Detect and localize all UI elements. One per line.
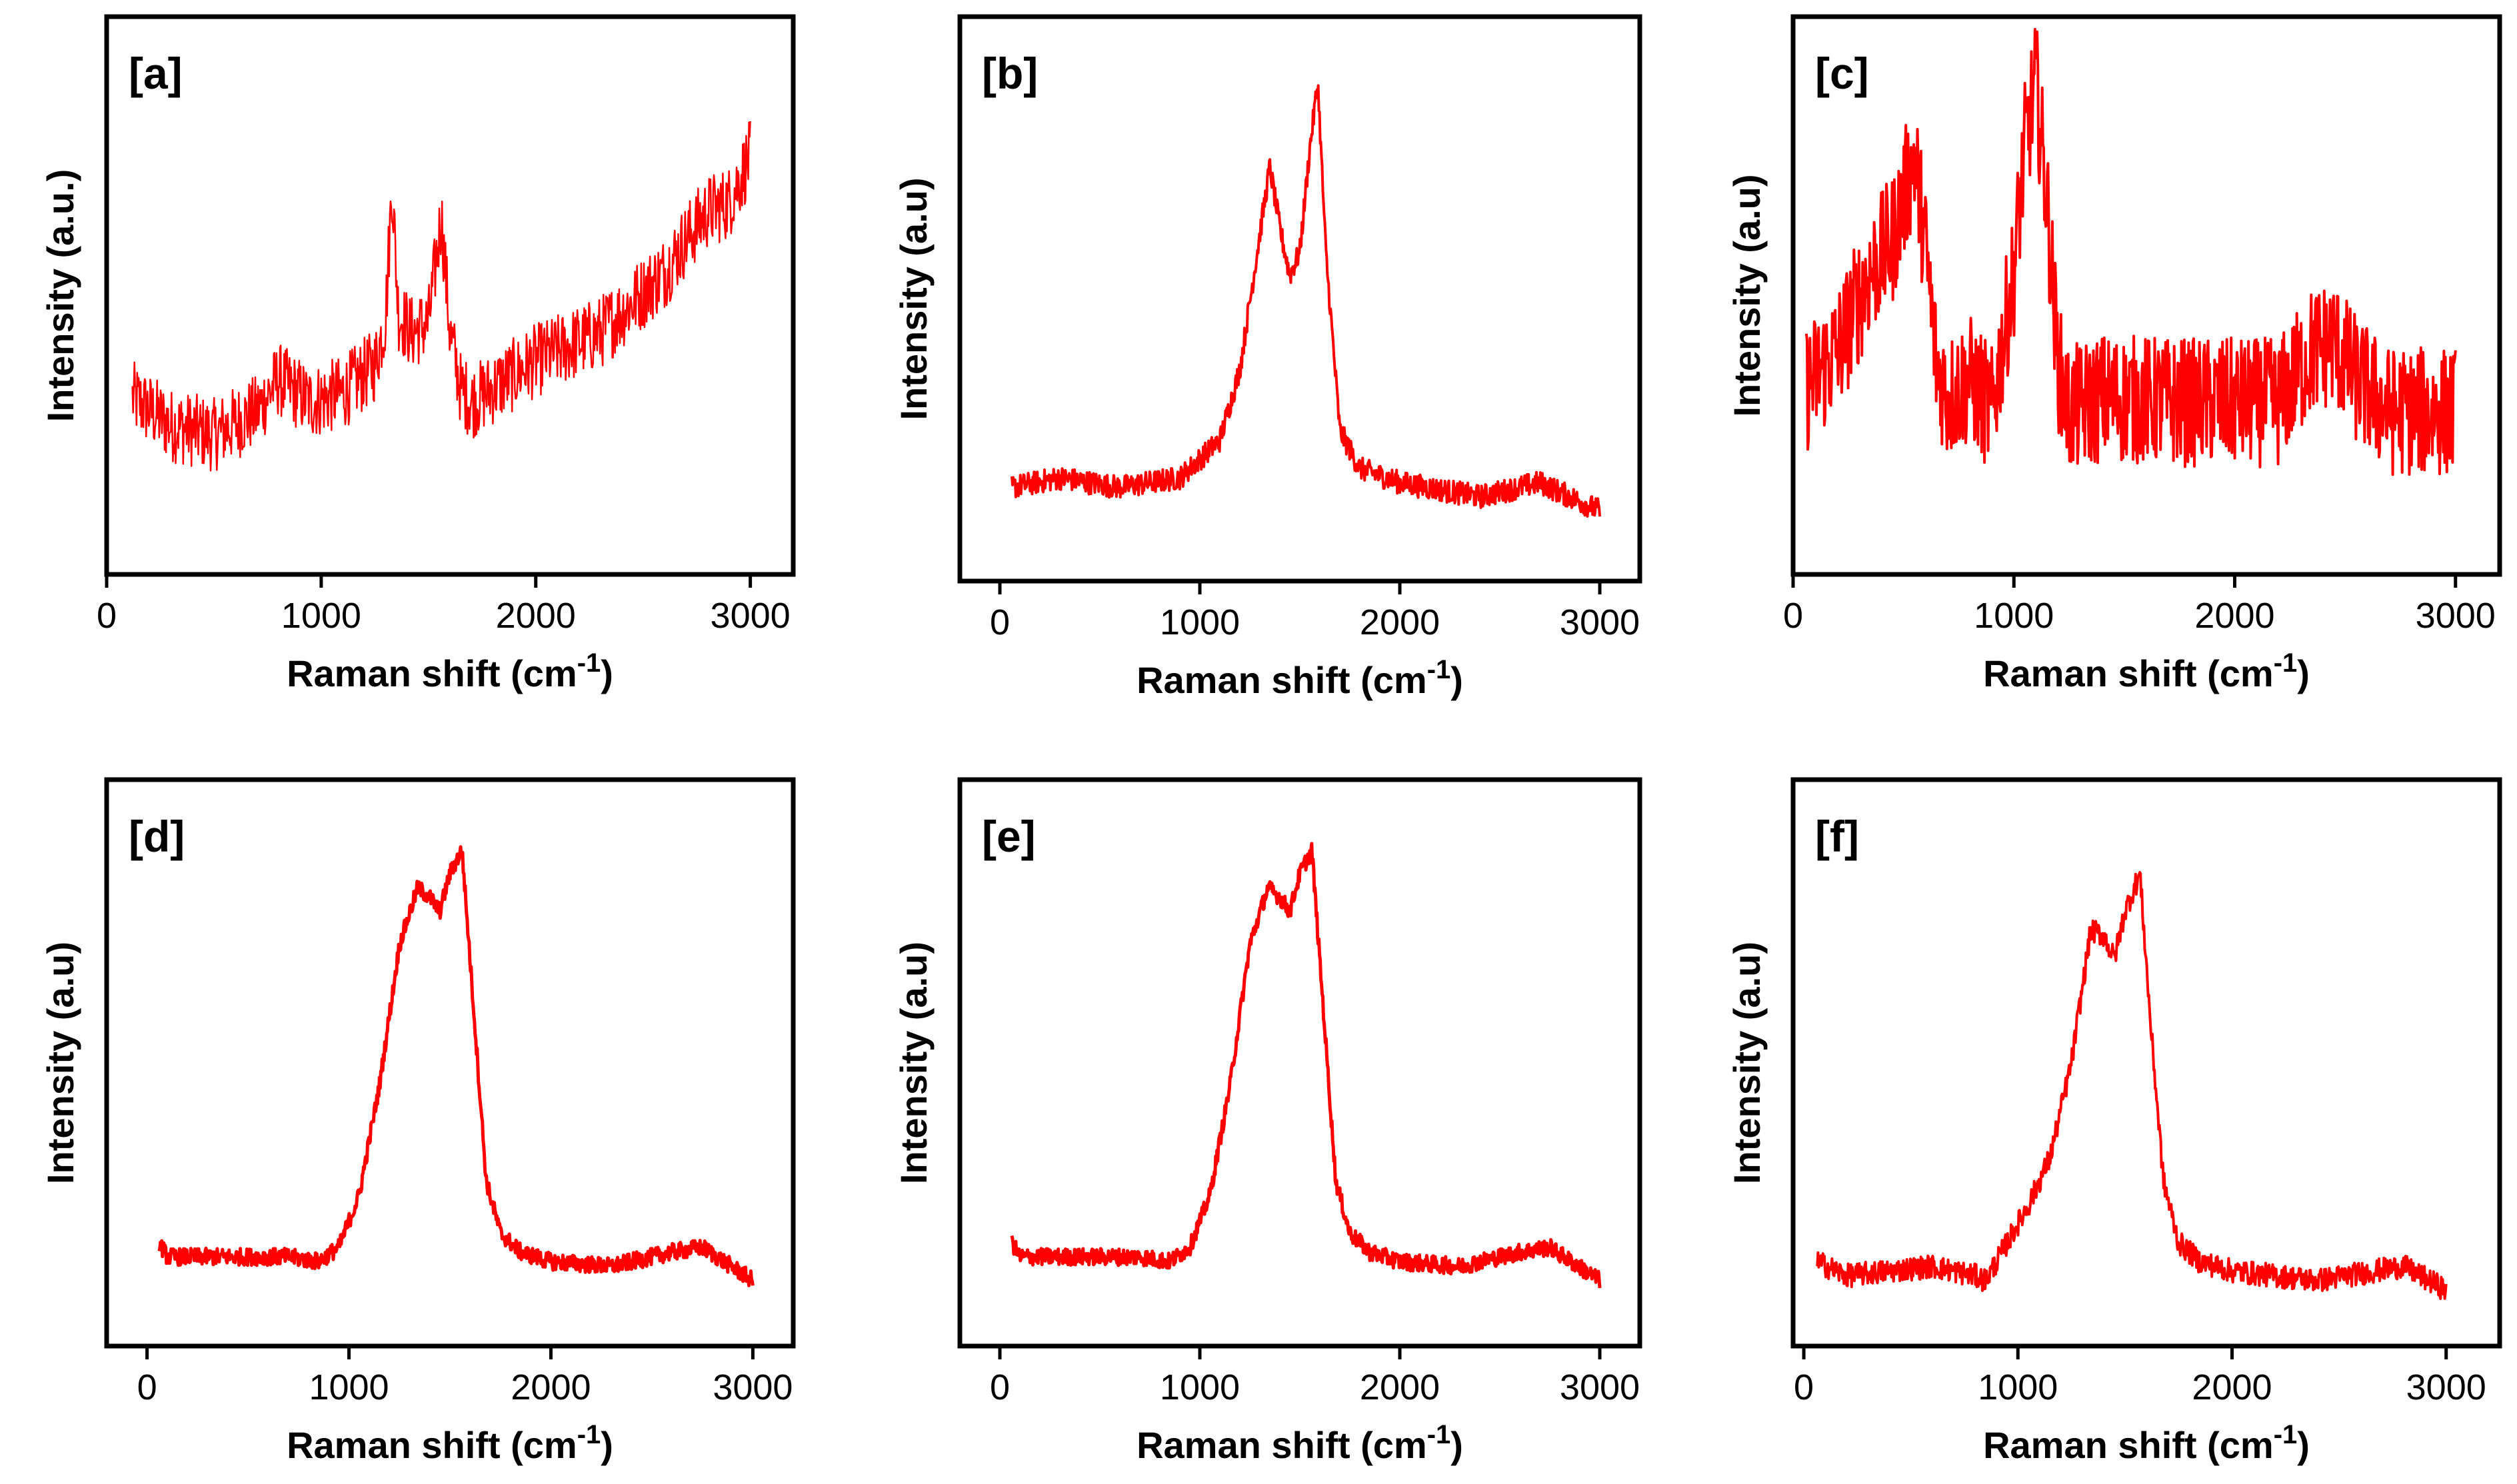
plot-frame-e (957, 777, 1642, 1349)
series-line-c (1804, 27, 2457, 476)
y-axis-label: Intensity (a.u) (1726, 942, 1768, 1184)
y-axis-label: Intensity (a.u) (893, 942, 935, 1184)
panel-a: 0 1000 2000 3000 Raman shift (cm-1) Intensity… (39, 14, 796, 694)
x-axis-label: Raman shift (cm-1) (1983, 648, 2310, 694)
x-tick-label: 0 (1783, 596, 1803, 636)
x-axis-label: Raman shift (cm-1) (1137, 1420, 1463, 1466)
x-tick-label: 1000 (1160, 602, 1240, 642)
x-tick-label: 2000 (2194, 596, 2274, 636)
x-tick-label: 1000 (309, 1367, 389, 1407)
x-axis-label: Raman shift (cm-1) (287, 648, 613, 694)
x-tick-label: 3000 (1560, 602, 1640, 642)
series-line-e (1010, 842, 1602, 1289)
panel-f: 0 1000 2000 3000 Raman shift (cm-1) Intensity… (1726, 777, 2502, 1466)
panel-label-b: [b] (982, 49, 1038, 98)
panel-label-d: [d] (129, 812, 185, 861)
x-tick-label: 0 (1794, 1367, 1814, 1407)
x-tick-label: 0 (137, 1367, 157, 1407)
x-axis-label: Raman shift (cm-1) (1983, 1420, 2310, 1466)
x-tick-label: 1000 (281, 596, 361, 636)
x-tick-label: 2000 (1360, 602, 1440, 642)
x-tick-label: 1000 (1978, 1367, 2058, 1407)
x-tick-label: 0 (990, 1367, 1010, 1407)
y-axis-label: Intensity (a.u) (893, 177, 935, 420)
panel-e: 0 1000 2000 3000 Raman shift (cm-1) Intensity… (893, 777, 1642, 1466)
plot-frame-f (1790, 777, 2502, 1349)
x-tick-label: 2000 (1360, 1367, 1440, 1407)
x-axis-label: Raman shift (cm-1) (287, 1420, 613, 1466)
y-axis-label: Intensity (a.u) (39, 942, 81, 1184)
x-tick-label: 3000 (1560, 1367, 1640, 1407)
x-tick-label: 2000 (511, 1367, 591, 1407)
panel-b: 0 1000 2000 3000 Raman shift (cm-1) Intensity… (893, 14, 1642, 701)
panel-label-f: [f] (1815, 812, 1859, 861)
x-tick-label: 3000 (2416, 596, 2496, 636)
x-tick-label: 3000 (2406, 1367, 2486, 1407)
x-tick-label: 1000 (1974, 596, 2054, 636)
x-tick-label: 0 (97, 596, 117, 636)
x-tick-label: 0 (990, 602, 1010, 642)
x-tick-label: 2000 (496, 596, 576, 636)
series-line-f (1815, 871, 2448, 1300)
x-tick-label: 3000 (713, 1367, 793, 1407)
panel-d: 0 1000 2000 3000 Raman shift (cm-1) Intensity… (39, 777, 796, 1466)
panel-label-e: [e] (982, 812, 1036, 861)
panel-label-c: [c] (1815, 49, 1869, 98)
x-tick-label: 1000 (1160, 1367, 1240, 1407)
y-axis-label: Intensity (a.u.) (39, 169, 81, 422)
panel-label-a: [a] (129, 49, 183, 98)
series-line-b (1011, 84, 1601, 518)
y-axis-label: Intensity (a.u) (1726, 174, 1768, 416)
plot-frame-c (1790, 14, 2502, 577)
series-line-a (131, 121, 751, 472)
plot-frame-b (957, 14, 1642, 584)
x-tick-label: 2000 (2192, 1367, 2272, 1407)
plot-frame-d (104, 777, 796, 1349)
series-line-d (157, 845, 755, 1287)
panel-c: 0 1000 2000 3000 Raman shift (cm-1) Intensity… (1726, 14, 2502, 694)
plot-frame-a (104, 14, 796, 577)
x-tick-label: 3000 (711, 596, 791, 636)
x-axis-label: Raman shift (cm-1) (1137, 655, 1463, 701)
